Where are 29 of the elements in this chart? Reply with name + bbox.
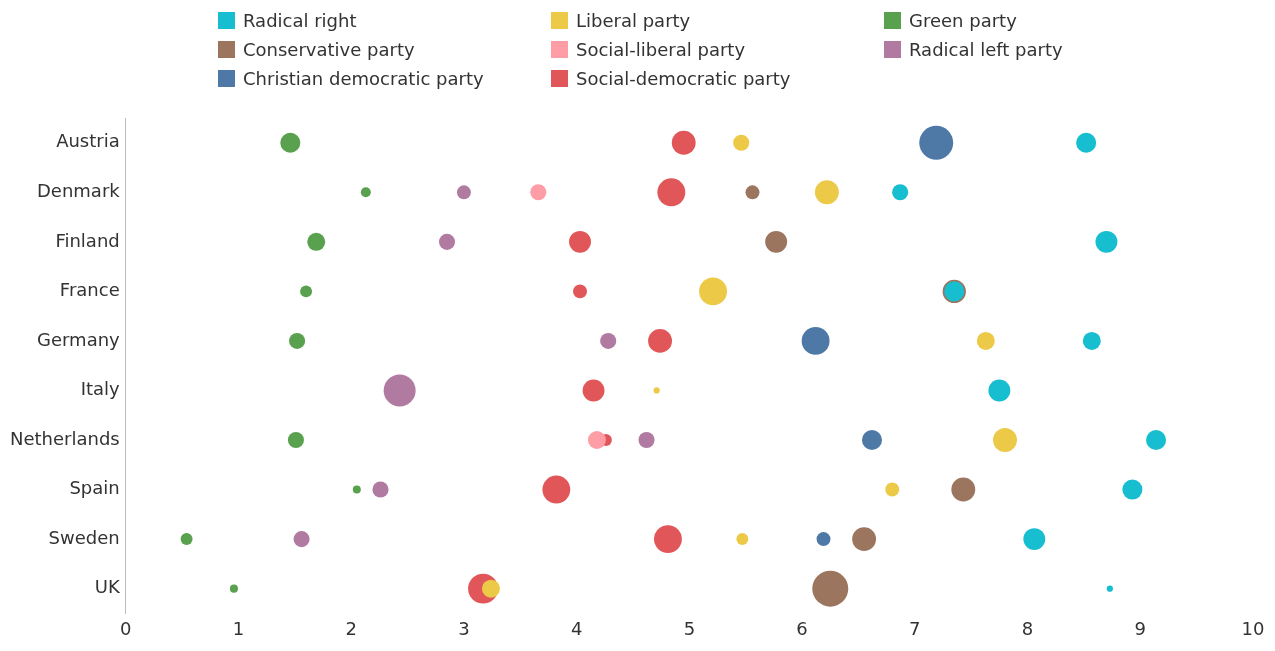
x-tick-label: 2	[345, 617, 357, 639]
y-tick-label: Spain	[69, 477, 120, 499]
x-tick-label: 4	[570, 617, 583, 639]
y-tick-label: Finland	[55, 229, 120, 251]
y-tick-label: Italy	[80, 378, 121, 400]
x-tick-label: 10	[1241, 617, 1265, 639]
y-tick-label: Germany	[36, 328, 121, 350]
y-tick-label: UK	[94, 576, 121, 598]
x-tick-label: 0	[120, 617, 132, 639]
x-tick-label: 5	[683, 617, 696, 639]
y-tick-label: Austria	[56, 130, 120, 152]
x-tick-label: 8	[1021, 617, 1034, 639]
y-tick-label: Netherlands	[9, 427, 120, 449]
legend-label: Green party	[909, 9, 1017, 31]
x-tick-label: 3	[458, 617, 470, 639]
legend-label: Radical right	[243, 9, 357, 31]
y-tick-label: Denmark	[36, 179, 121, 201]
x-tick-label: 9	[1134, 617, 1146, 639]
y-tick-label: Sweden	[48, 526, 120, 548]
legend-label: Liberal party	[576, 9, 691, 31]
legend-label: Christian democratic party	[243, 67, 484, 89]
legend-label: Social-democratic party	[576, 67, 791, 89]
legend-label: Social-liberal party	[576, 38, 746, 60]
x-tick-label: 6	[796, 617, 808, 639]
legend-label: Radical left party	[909, 38, 1063, 60]
x-tick-label: 7	[909, 617, 921, 639]
y-tick-label: France	[59, 279, 120, 301]
legend-label: Conservative party	[243, 38, 415, 60]
x-tick-label: 1	[232, 617, 245, 639]
